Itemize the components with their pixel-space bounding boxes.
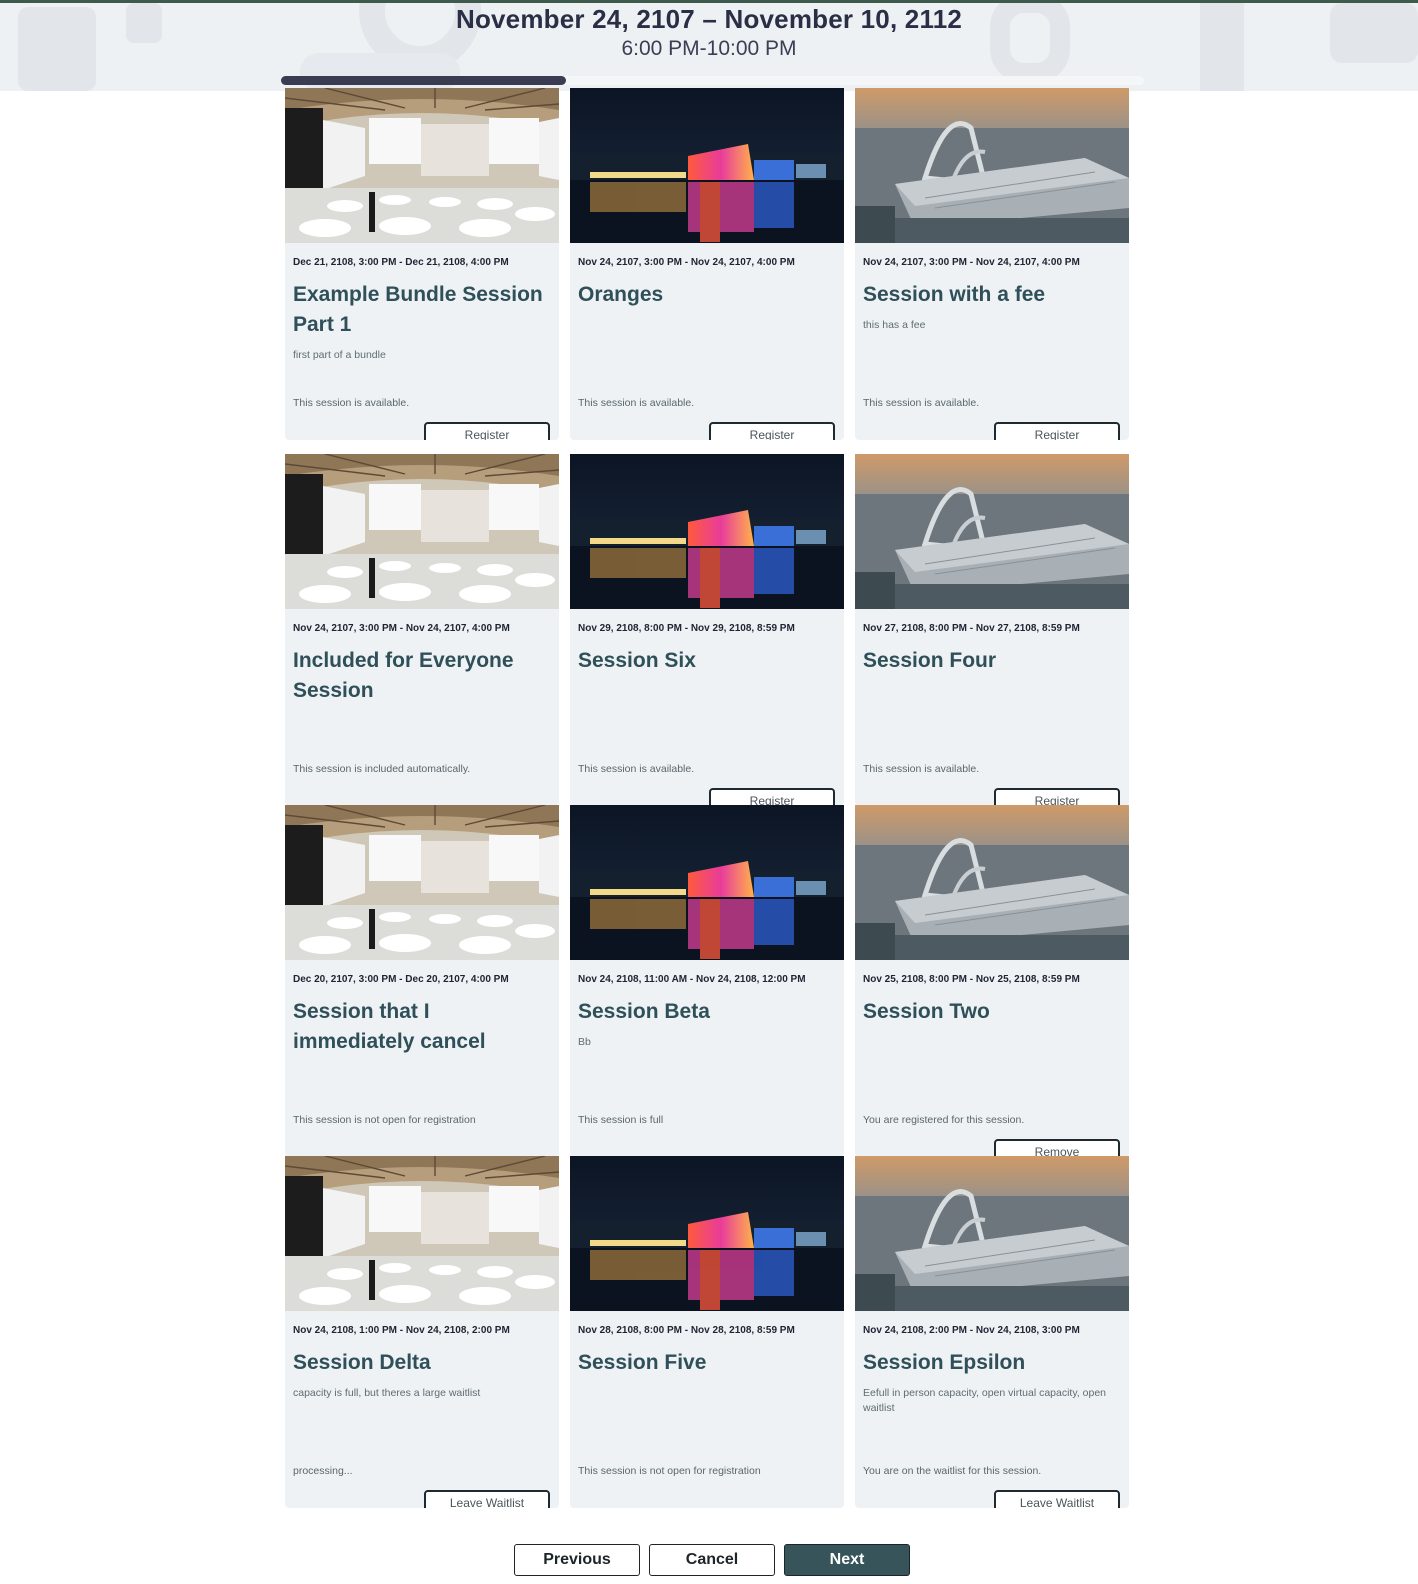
session-card: Dec 20, 2107, 3:00 PM - Dec 20, 2107, 4:…	[285, 805, 559, 1157]
session-title: Session with a fee this has a fee	[863, 280, 1125, 333]
session-action-button[interactable]: Remove	[994, 1139, 1120, 1157]
session-description: first part of a bundle	[293, 349, 386, 361]
night-city-image	[570, 805, 844, 960]
session-action-button[interactable]: Register	[424, 422, 550, 440]
session-card: Nov 24, 2107, 3:00 PM - Nov 24, 2107, 4:…	[570, 88, 844, 440]
session-date: Nov 24, 2107, 3:00 PM - Nov 24, 2107, 4:…	[578, 257, 795, 268]
session-card: Nov 28, 2108, 8:00 PM - Nov 28, 2108, 8:…	[570, 1156, 844, 1508]
session-title: Included for Everyone Session	[293, 649, 514, 702]
night-city-image	[570, 454, 844, 609]
registration-progress-fill	[281, 76, 566, 85]
session-card: Nov 25, 2108, 8:00 PM - Nov 25, 2108, 8:…	[855, 805, 1129, 1157]
session-card: Nov 24, 2108, 2:00 PM - Nov 24, 2108, 3:…	[855, 1156, 1129, 1508]
event-date-range: November 24, 2107 – November 10, 2112	[455, 4, 963, 34]
session-status: This session is available.	[293, 397, 410, 409]
convention-center-image	[855, 1156, 1129, 1311]
session-title: Session that I immediately cancel	[293, 1000, 486, 1053]
session-date: Dec 20, 2107, 3:00 PM - Dec 20, 2107, 4:…	[293, 974, 509, 985]
session-card: Dec 21, 2108, 3:00 PM - Dec 21, 2108, 4:…	[285, 88, 559, 440]
session-date: Nov 27, 2108, 8:00 PM - Nov 27, 2108, 8:…	[863, 623, 1080, 634]
session-title: Session Epsilon Eefull in person capacity…	[863, 1348, 1125, 1416]
convention-center-image	[855, 805, 1129, 960]
session-card: Nov 24, 2108, 1:00 PM - Nov 24, 2108, 2:…	[285, 1156, 559, 1508]
session-description: capacity is full, but theres a large wai…	[293, 1387, 481, 1399]
session-date: Nov 24, 2108, 1:00 PM - Nov 24, 2108, 2:…	[293, 1325, 510, 1336]
session-status: You are on the waitlist for this session…	[863, 1465, 1042, 1477]
session-status: This session is available.	[863, 763, 980, 775]
session-action-button[interactable]: Register	[709, 422, 835, 440]
session-action-button[interactable]: Register	[709, 788, 835, 806]
session-card: Nov 24, 2107, 3:00 PM - Nov 24, 2107, 4:…	[855, 88, 1129, 440]
session-status: This session is full	[578, 1114, 664, 1126]
session-date: Nov 28, 2108, 8:00 PM - Nov 28, 2108, 8:…	[578, 1325, 795, 1336]
session-title: Example Bundle Session Part 1 first part …	[293, 280, 555, 363]
session-date: Nov 25, 2108, 8:00 PM - Nov 25, 2108, 8:…	[863, 974, 1080, 985]
cancel-button[interactable]: Cancel	[649, 1544, 775, 1576]
session-date: Nov 24, 2108, 2:00 PM - Nov 24, 2108, 3:…	[863, 1325, 1080, 1336]
session-status: This session is available.	[863, 397, 980, 409]
session-status: This session is included automatically.	[293, 763, 471, 775]
conference-hall-image	[285, 1156, 559, 1311]
session-title: Session Four	[863, 649, 997, 672]
conference-hall-image	[285, 88, 559, 243]
session-title: Session Delta capacity is full, but there…	[293, 1348, 555, 1401]
event-header: November 24, 2107 – November 10, 2112 6:…	[0, 0, 1418, 91]
session-action-button[interactable]: Leave Waitlist	[424, 1490, 550, 1508]
session-card: Nov 24, 2108, 11:00 AM - Nov 24, 2108, 1…	[570, 805, 844, 1157]
session-title: Session Six	[578, 649, 696, 672]
session-status: You are registered for this session.	[863, 1114, 1025, 1126]
night-city-image	[570, 1156, 844, 1311]
event-time-range: 6:00 PM-10:00 PM	[621, 37, 797, 60]
convention-center-image	[855, 454, 1129, 609]
session-action-button[interactable]: Register	[994, 788, 1120, 806]
session-description: this has a fee	[863, 319, 926, 331]
session-title: Session Beta Bb	[578, 997, 840, 1050]
session-title: Session Five	[578, 1351, 707, 1374]
session-card: Nov 27, 2108, 8:00 PM - Nov 27, 2108, 8:…	[855, 454, 1129, 806]
next-button[interactable]: Next	[784, 1544, 910, 1576]
conference-hall-image	[285, 454, 559, 609]
session-card: Nov 24, 2107, 3:00 PM - Nov 24, 2107, 4:…	[285, 454, 559, 806]
session-status: This session is not open for registratio…	[293, 1114, 476, 1126]
session-date: Nov 24, 2108, 11:00 AM - Nov 24, 2108, 1…	[578, 974, 806, 985]
night-city-image	[570, 88, 844, 243]
previous-button[interactable]: Previous	[514, 1544, 640, 1576]
session-status: processing...	[293, 1465, 353, 1477]
session-status: This session is available.	[578, 397, 695, 409]
session-date: Nov 29, 2108, 8:00 PM - Nov 29, 2108, 8:…	[578, 623, 795, 634]
session-description: Bb	[578, 1036, 591, 1048]
session-date: Nov 24, 2107, 3:00 PM - Nov 24, 2107, 4:…	[863, 257, 1080, 268]
session-title: Oranges	[578, 283, 664, 306]
convention-center-image	[855, 88, 1129, 243]
session-action-button[interactable]: Register	[994, 422, 1120, 440]
session-card: Nov 29, 2108, 8:00 PM - Nov 29, 2108, 8:…	[570, 454, 844, 806]
conference-hall-image	[285, 805, 559, 960]
registration-progress-bar	[281, 76, 1144, 85]
session-description: Eefull in person capacity, open virtual …	[863, 1387, 1107, 1414]
session-status: This session is not open for registratio…	[578, 1465, 761, 1477]
session-title: Session Two	[863, 1000, 990, 1023]
session-date: Dec 21, 2108, 3:00 PM - Dec 21, 2108, 4:…	[293, 257, 509, 268]
session-status: This session is available.	[578, 763, 695, 775]
session-action-button[interactable]: Leave Waitlist	[994, 1490, 1120, 1508]
session-date: Nov 24, 2107, 3:00 PM - Nov 24, 2107, 4:…	[293, 623, 510, 634]
